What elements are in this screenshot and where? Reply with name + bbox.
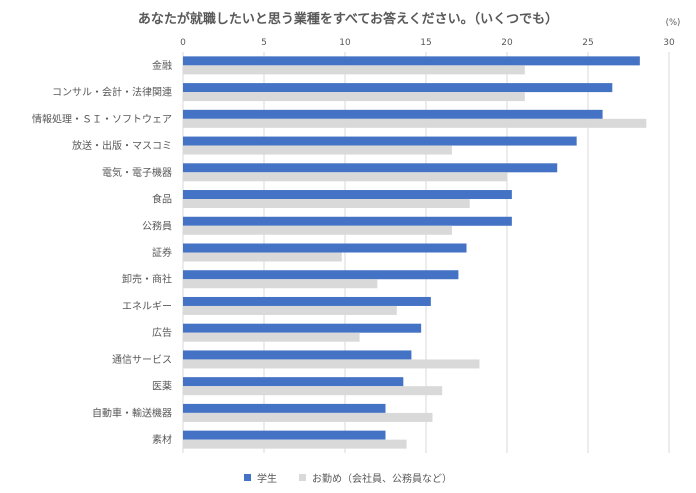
bar-students [183, 56, 640, 66]
bar-workers [183, 412, 433, 422]
category-label: 放送・出版・マスコミ [72, 139, 172, 152]
bar-students [183, 270, 459, 280]
x-tick-label: 15 [420, 38, 431, 48]
bar-workers [183, 92, 525, 102]
legend-swatch-students [244, 474, 251, 481]
bar-students [183, 243, 467, 253]
legend-label-workers: お勤め（会社員、公務員など） [312, 474, 452, 485]
x-tick-label: 10 [339, 38, 351, 48]
category-label: 証券 [152, 246, 172, 259]
bar-workers [183, 332, 360, 342]
category-label: 卸売・商社 [122, 273, 172, 286]
category-label: 情報処理・ＳＩ・ソフトウェア [32, 112, 172, 125]
category-label: 素材 [152, 433, 172, 446]
bar-students [183, 190, 512, 200]
bar-workers [183, 439, 407, 449]
x-tick-label: 25 [582, 38, 593, 48]
category-labels: 金融コンサル・会計・法律関連情報処理・ＳＩ・ソフトウェア放送・出版・マスコミ電気… [32, 59, 172, 446]
legend-item-workers: お勤め（会社員、公務員など） [299, 470, 452, 485]
x-axis-ticks: 0 5 10 15 20 25 30 [180, 38, 675, 48]
bar-workers [183, 359, 480, 369]
x-tick-label: 20 [501, 38, 513, 48]
x-tick-label: 0 [180, 38, 186, 48]
chart-title: あなたが就職したいと思う業種をすべてお答えください。（いくつでも） [137, 12, 559, 27]
bar-students [183, 83, 613, 93]
bar-workers [183, 118, 647, 128]
bar-workers [183, 279, 378, 289]
bar-workers [183, 172, 507, 182]
category-label: 広告 [152, 326, 172, 339]
legend-label-students: 学生 [257, 474, 277, 485]
bar-students [183, 350, 412, 360]
category-label: 金融 [152, 59, 172, 72]
bar-students [183, 163, 558, 173]
category-label: コンサル・会計・法律関連 [52, 86, 172, 99]
category-label: 通信サービス [112, 354, 172, 366]
bar-students [183, 430, 386, 440]
bar-workers [183, 386, 443, 396]
bar-workers [183, 252, 342, 262]
bar-workers [183, 145, 452, 155]
category-label: 医薬 [152, 381, 172, 393]
bar-workers [183, 65, 525, 75]
bar-students [183, 136, 577, 146]
legend-item-students: 学生 [244, 470, 277, 485]
bar-students [183, 296, 431, 306]
category-label: エネルギー [122, 300, 172, 312]
bar-workers [183, 199, 470, 209]
legend-swatch-workers [299, 474, 306, 481]
legend: 学生 お勤め（会社員、公務員など） [0, 470, 696, 485]
bar-students [183, 323, 422, 333]
x-tick-label: 30 [663, 38, 675, 48]
category-label: 食品 [152, 193, 172, 206]
bar-students [183, 377, 404, 387]
x-tick-label: 5 [261, 38, 267, 48]
category-label: 公務員 [142, 219, 172, 232]
bars [183, 56, 647, 449]
bar-students [183, 109, 603, 119]
unit-label: (%) [666, 18, 681, 28]
bar-students [183, 403, 386, 413]
category-label: 電気・電子機器 [102, 166, 172, 179]
bar-students [183, 216, 512, 226]
category-label: 自動車・輸送機器 [92, 406, 172, 419]
bar-workers [183, 225, 452, 235]
bar-workers [183, 305, 397, 315]
